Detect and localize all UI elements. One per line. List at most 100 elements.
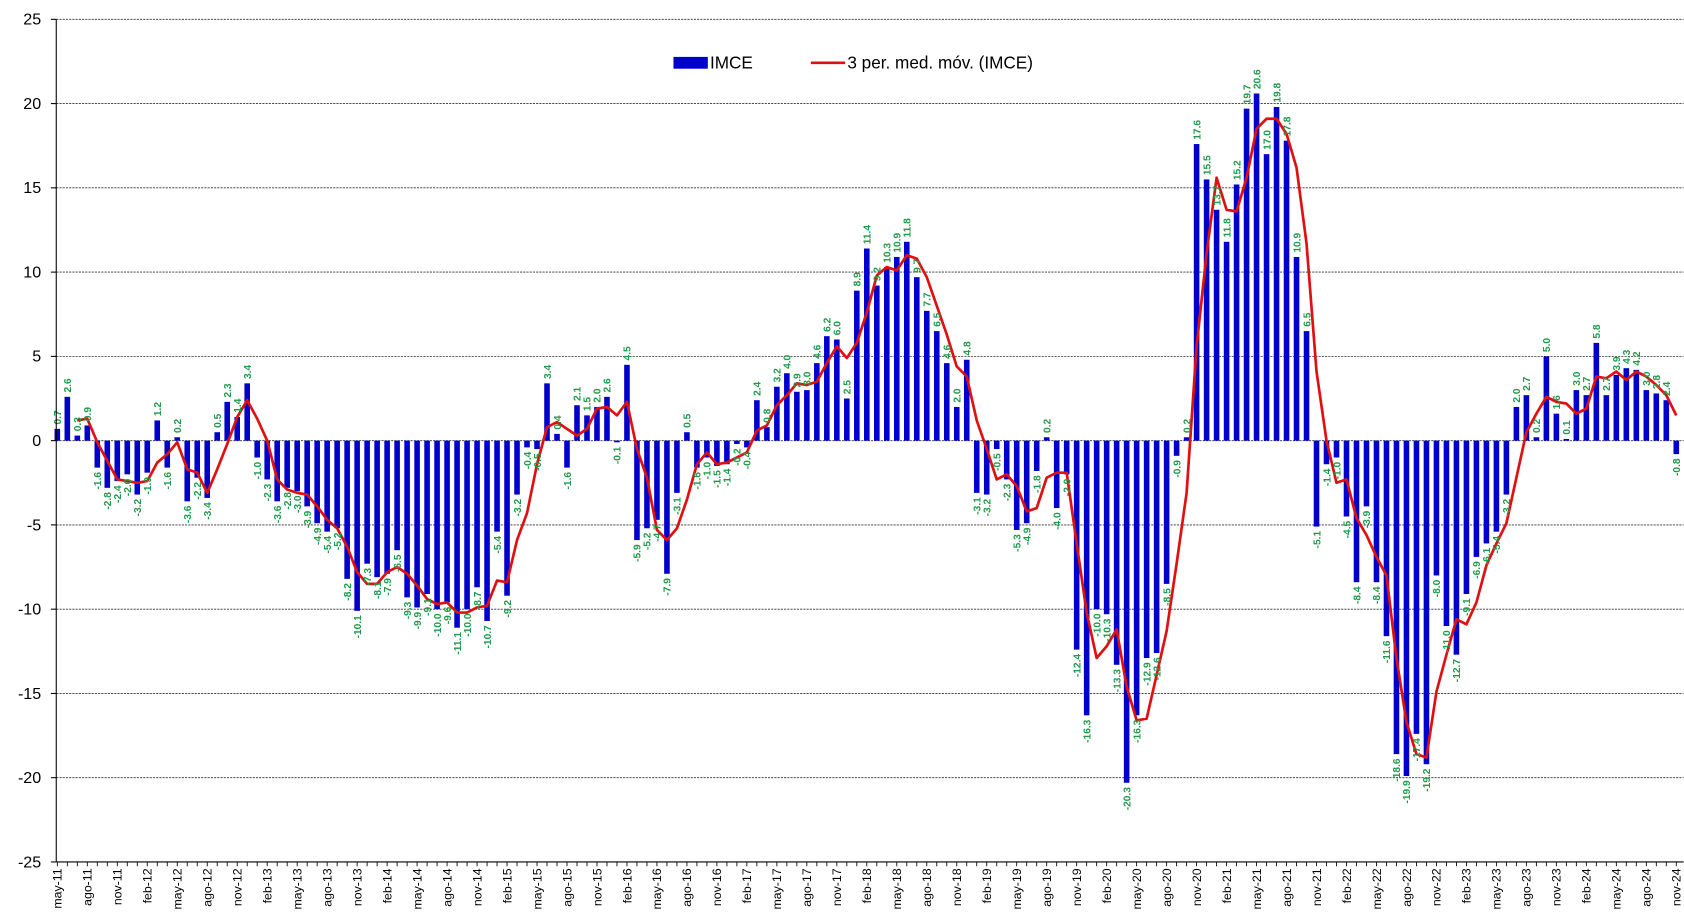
bar bbox=[844, 398, 850, 441]
data-label: -13.3 bbox=[1112, 669, 1123, 693]
data-label: -16.3 bbox=[1132, 719, 1143, 743]
data-label: -11.1 bbox=[453, 632, 464, 655]
x-tick-label: ago-22 bbox=[1400, 868, 1414, 907]
data-label: 4.5 bbox=[623, 346, 634, 360]
data-label: -8.5 bbox=[1162, 588, 1173, 606]
bar bbox=[854, 290, 860, 441]
bar bbox=[1283, 140, 1290, 441]
bar bbox=[464, 440, 470, 610]
bar bbox=[134, 440, 141, 495]
bar bbox=[524, 440, 530, 448]
bar bbox=[1353, 440, 1360, 583]
bar bbox=[824, 336, 830, 441]
x-tick-label: nov-23 bbox=[1550, 868, 1564, 906]
bar bbox=[574, 405, 580, 441]
bar bbox=[154, 420, 161, 441]
bar bbox=[684, 432, 690, 441]
data-label: -5.4 bbox=[323, 536, 334, 554]
bar bbox=[504, 440, 510, 596]
data-label: -3.9 bbox=[303, 510, 314, 528]
bar bbox=[294, 440, 300, 492]
bar bbox=[354, 440, 360, 611]
x-tick-label: nov-16 bbox=[710, 868, 724, 906]
data-label: -3.6 bbox=[273, 505, 284, 523]
data-label: -11.0 bbox=[1442, 630, 1453, 653]
data-label: -6.5 bbox=[393, 554, 404, 572]
bar bbox=[1533, 437, 1540, 441]
data-label: 20.6 bbox=[1252, 69, 1263, 89]
data-label: 2.8 bbox=[1652, 375, 1663, 389]
bars bbox=[54, 93, 1680, 783]
legend-label: 3 per. med. móv. (IMCE) bbox=[847, 53, 1033, 73]
bar bbox=[184, 440, 191, 502]
bar bbox=[244, 383, 250, 441]
y-tick-label: 15 bbox=[23, 179, 41, 197]
data-label: 5.0 bbox=[1542, 338, 1553, 352]
data-label: 10.3 bbox=[883, 243, 894, 263]
data-label: 0.4 bbox=[553, 415, 564, 429]
data-label: 7.7 bbox=[923, 292, 934, 306]
x-tick-label: ago-13 bbox=[320, 868, 334, 907]
data-label: -20.3 bbox=[1122, 787, 1133, 811]
data-label: -8.4 bbox=[1352, 586, 1363, 604]
data-label: 9.7 bbox=[913, 258, 924, 272]
x-tick-label: may-17 bbox=[770, 868, 784, 909]
data-label: -8.1 bbox=[373, 581, 384, 599]
data-label: -9.3 bbox=[403, 601, 414, 619]
bar bbox=[414, 440, 420, 608]
data-label: -5.1 bbox=[1312, 531, 1323, 549]
bar bbox=[1423, 440, 1430, 765]
bar bbox=[1453, 440, 1460, 655]
x-tick-label: nov-14 bbox=[470, 868, 484, 906]
bar bbox=[1303, 331, 1310, 441]
bar bbox=[1023, 440, 1030, 524]
x-tick-label: nov-24 bbox=[1670, 868, 1684, 906]
bar bbox=[594, 406, 600, 441]
bar bbox=[794, 391, 800, 441]
x-tick-label: ago-23 bbox=[1520, 868, 1534, 907]
bar bbox=[364, 440, 370, 564]
x-tick-label: feb-15 bbox=[500, 868, 514, 903]
data-label: -8.4 bbox=[1372, 586, 1383, 604]
bar bbox=[714, 440, 720, 466]
legend: IMCE 3 per. med. móv. (IMCE) bbox=[673, 53, 1033, 73]
x-tick-label: may-20 bbox=[1130, 868, 1144, 909]
bar bbox=[444, 440, 450, 603]
bar bbox=[774, 386, 780, 441]
bar bbox=[1093, 440, 1100, 610]
data-label: -1.6 bbox=[93, 472, 104, 490]
x-tick-label: nov-17 bbox=[830, 868, 844, 906]
bar bbox=[324, 440, 330, 532]
data-label: 3.4 bbox=[543, 365, 554, 379]
data-label: 0.2 bbox=[1042, 418, 1053, 432]
bar bbox=[454, 440, 460, 628]
bar bbox=[534, 440, 540, 450]
data-label: -11.6 bbox=[1382, 640, 1393, 663]
data-label: -2.8 bbox=[283, 492, 294, 510]
data-label: -17.4 bbox=[1412, 738, 1423, 762]
x-tick-label: may-19 bbox=[1010, 868, 1024, 909]
data-label: 6.5 bbox=[933, 312, 944, 326]
data-label: -4.9 bbox=[313, 527, 324, 545]
data-label: 2.9 bbox=[793, 373, 804, 387]
data-label: 3.0 bbox=[803, 371, 814, 385]
bar bbox=[664, 440, 670, 574]
bar bbox=[1623, 368, 1630, 441]
x-tick-label: nov-13 bbox=[350, 868, 364, 906]
data-label: 4.3 bbox=[1622, 349, 1633, 363]
bar bbox=[344, 440, 350, 579]
bar bbox=[1273, 106, 1280, 441]
bar bbox=[764, 427, 770, 441]
bar bbox=[564, 440, 570, 468]
data-label: -5.9 bbox=[633, 544, 644, 562]
data-label: 1.2 bbox=[153, 402, 164, 416]
data-label: 2.3 bbox=[223, 383, 234, 397]
data-label: 6.0 bbox=[833, 321, 844, 335]
data-label: -8.7 bbox=[473, 591, 484, 609]
data-label: 17.6 bbox=[1192, 120, 1203, 140]
bar bbox=[514, 440, 520, 495]
data-label: -19.9 bbox=[1402, 780, 1413, 804]
bar bbox=[784, 373, 790, 441]
bar bbox=[1223, 241, 1230, 441]
